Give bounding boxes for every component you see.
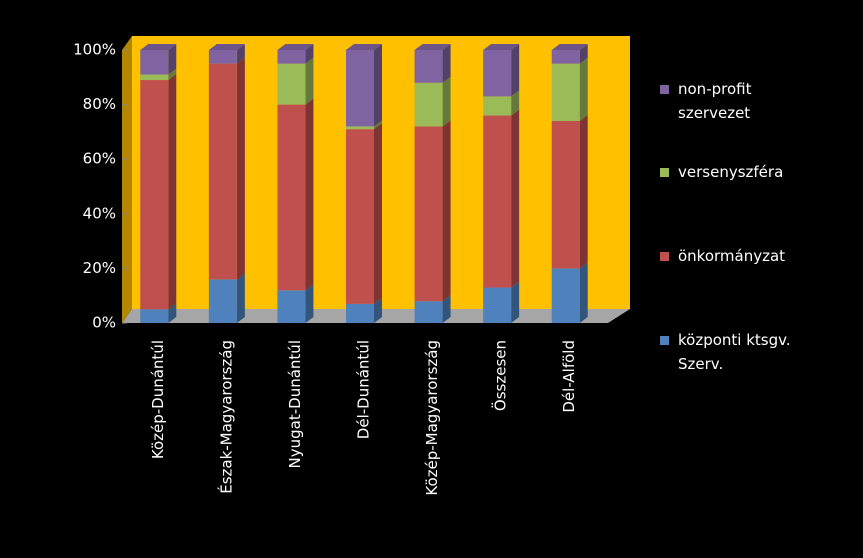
legend-swatch: [660, 336, 669, 345]
bar-side: [168, 44, 177, 75]
bar-side: [168, 303, 177, 323]
bar-side: [305, 284, 314, 323]
bar-side: [579, 262, 588, 323]
x-tick-label: Nyugat-Dunántúl: [286, 340, 304, 468]
bar-top: [551, 44, 588, 50]
legend-label: versenyszféra: [678, 163, 784, 181]
bar-side: [442, 44, 451, 83]
bar-side: [374, 44, 382, 127]
bar-side: [511, 281, 520, 323]
bar: [346, 126, 374, 130]
bar-side: [511, 90, 520, 116]
bar: [483, 96, 512, 116]
y-tick-label: 20%: [83, 259, 116, 277]
x-tick-label: Közép-Dunántúl: [149, 340, 167, 459]
bar: [483, 287, 512, 323]
bar: [551, 63, 580, 121]
bar: [208, 50, 237, 64]
legend-label: non-profit szervezet: [678, 80, 752, 122]
bar-side: [579, 114, 588, 269]
bar: [551, 50, 580, 64]
bar-side: [374, 123, 382, 304]
bar-top: [414, 44, 451, 50]
bar-side: [236, 44, 245, 64]
bar-side: [442, 76, 451, 127]
bar: [208, 279, 237, 323]
bar-side: [442, 295, 451, 323]
bar: [140, 74, 169, 81]
legend-swatch: [660, 168, 669, 177]
bar: [551, 268, 580, 323]
bar-side: [442, 120, 451, 302]
y-tick-label: 80%: [83, 95, 116, 113]
bar-top: [483, 44, 520, 50]
bar: [140, 80, 169, 310]
bar-side: [168, 74, 177, 310]
legend-label: önkormányzat: [678, 247, 786, 265]
bar: [346, 50, 374, 127]
bar: [208, 63, 237, 280]
bar: [277, 290, 306, 323]
bar-side: [579, 57, 588, 121]
bar-side: [305, 44, 314, 64]
bar-top: [208, 44, 245, 50]
bar-side: [374, 120, 382, 130]
bar-side: [305, 57, 314, 105]
bar-side: [374, 297, 382, 323]
bar-side: [168, 68, 177, 81]
bar: [483, 50, 512, 97]
y-tick-label: 60%: [83, 150, 116, 168]
bar-side: [236, 57, 245, 280]
x-tick-label: Észak-Magyarország: [216, 340, 235, 494]
bar: [140, 309, 169, 323]
bar-side: [511, 44, 520, 97]
bar-side: [579, 44, 588, 64]
bar: [414, 50, 443, 83]
side-wall: [122, 36, 132, 323]
x-tick-label: Dél-Dunántúl: [355, 340, 373, 439]
bar: [277, 63, 306, 105]
bar-side: [511, 109, 520, 288]
bar: [414, 82, 443, 127]
bar: [346, 303, 374, 323]
bar-side: [236, 273, 245, 323]
x-tick-label: Dél-Alföld: [560, 340, 578, 413]
bar: [140, 50, 169, 75]
legend-label: központi ktsgv. Szerv.: [678, 331, 791, 373]
bar: [346, 129, 374, 304]
bar: [414, 301, 443, 323]
legend-swatch: [660, 252, 669, 261]
bar-top: [346, 44, 382, 50]
x-tick-label: Közép-Magyarország: [423, 340, 441, 496]
bar-top: [140, 44, 177, 50]
bar: [483, 115, 512, 288]
y-tick-label: 0%: [92, 314, 116, 332]
bar: [277, 104, 306, 291]
bar: [551, 120, 580, 269]
legend-swatch: [660, 85, 669, 94]
bar: [277, 50, 306, 64]
bar-side: [305, 98, 314, 291]
y-tick-label: 100%: [73, 41, 116, 59]
y-tick-label: 40%: [83, 204, 116, 222]
x-tick-label: Összesen: [491, 340, 510, 411]
bar-top: [277, 44, 314, 50]
bar: [414, 126, 443, 302]
